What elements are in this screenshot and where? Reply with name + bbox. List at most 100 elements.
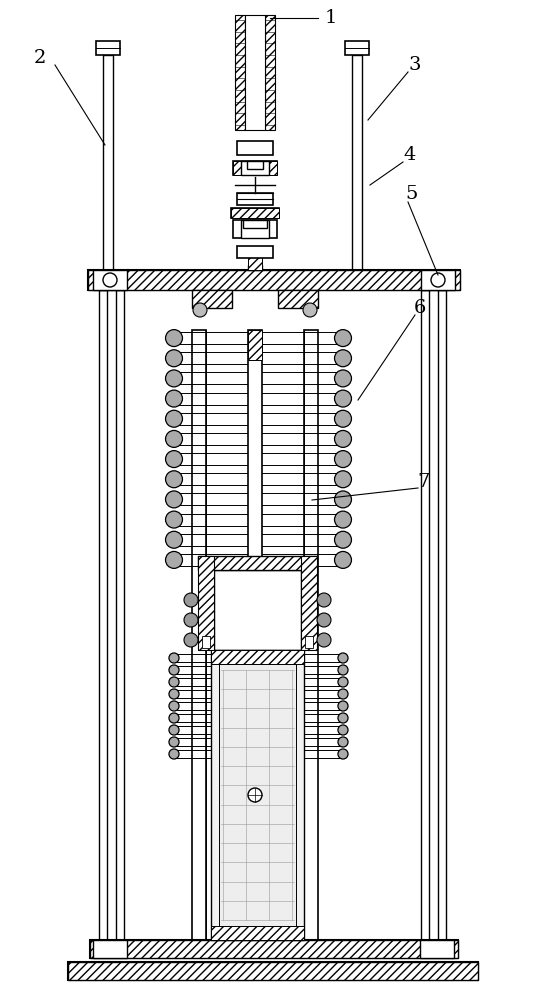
Bar: [214, 570, 301, 650]
Bar: [211, 926, 304, 940]
Bar: [231, 208, 279, 218]
Circle shape: [338, 725, 348, 735]
Bar: [68, 962, 478, 980]
Circle shape: [166, 551, 182, 568]
Bar: [198, 556, 317, 570]
Bar: [265, 15, 275, 130]
Circle shape: [166, 330, 182, 347]
Circle shape: [169, 713, 179, 723]
Bar: [237, 193, 273, 205]
Circle shape: [303, 303, 317, 317]
Bar: [237, 246, 273, 258]
Circle shape: [317, 633, 331, 647]
Bar: [93, 270, 127, 290]
Circle shape: [334, 430, 351, 447]
Circle shape: [338, 737, 348, 747]
Circle shape: [334, 390, 351, 407]
Circle shape: [338, 749, 348, 759]
Bar: [103, 55, 113, 270]
Circle shape: [338, 653, 348, 663]
Text: 2: 2: [34, 49, 46, 67]
Bar: [233, 220, 277, 238]
Circle shape: [166, 531, 182, 548]
Circle shape: [169, 677, 179, 687]
Text: 1: 1: [325, 9, 338, 27]
Bar: [211, 650, 304, 664]
Circle shape: [338, 677, 348, 687]
Circle shape: [166, 430, 182, 447]
Circle shape: [334, 471, 351, 488]
Circle shape: [169, 665, 179, 675]
Bar: [93, 940, 127, 958]
Circle shape: [334, 410, 351, 427]
Bar: [278, 290, 318, 308]
Circle shape: [166, 390, 182, 407]
Circle shape: [317, 613, 331, 627]
Circle shape: [184, 613, 198, 627]
Bar: [243, 220, 267, 228]
Bar: [421, 270, 455, 290]
Circle shape: [166, 491, 182, 508]
Circle shape: [166, 511, 182, 528]
Bar: [90, 940, 458, 958]
Circle shape: [334, 551, 351, 568]
Circle shape: [169, 653, 179, 663]
Circle shape: [338, 713, 348, 723]
Bar: [438, 290, 446, 940]
Bar: [219, 664, 296, 926]
Bar: [421, 290, 429, 940]
Bar: [88, 270, 460, 290]
Bar: [247, 161, 263, 169]
Circle shape: [169, 725, 179, 735]
Circle shape: [431, 273, 445, 287]
Bar: [211, 650, 304, 940]
Bar: [90, 940, 458, 958]
Circle shape: [169, 701, 179, 711]
Bar: [237, 141, 273, 155]
Circle shape: [334, 330, 351, 347]
Circle shape: [103, 273, 117, 287]
Bar: [192, 330, 206, 940]
Circle shape: [193, 303, 207, 317]
Circle shape: [166, 471, 182, 488]
Bar: [301, 556, 317, 650]
Circle shape: [184, 593, 198, 607]
Text: 3: 3: [409, 56, 421, 74]
Bar: [245, 15, 265, 130]
Circle shape: [166, 410, 182, 427]
Bar: [99, 290, 107, 940]
Circle shape: [338, 689, 348, 699]
Bar: [420, 940, 454, 958]
Text: 4: 4: [404, 146, 416, 164]
Circle shape: [334, 350, 351, 367]
Text: 6: 6: [414, 299, 426, 317]
Bar: [202, 636, 210, 648]
Bar: [88, 270, 460, 290]
Circle shape: [166, 350, 182, 367]
Circle shape: [248, 788, 262, 802]
Bar: [248, 265, 262, 270]
Bar: [231, 208, 279, 218]
Bar: [241, 161, 269, 175]
Bar: [304, 330, 318, 940]
Circle shape: [169, 689, 179, 699]
Circle shape: [334, 491, 351, 508]
Circle shape: [317, 593, 331, 607]
Bar: [233, 161, 277, 175]
Circle shape: [338, 665, 348, 675]
Text: 5: 5: [406, 185, 418, 203]
Circle shape: [338, 701, 348, 711]
Circle shape: [184, 633, 198, 647]
Bar: [233, 161, 277, 175]
Circle shape: [334, 531, 351, 548]
Bar: [345, 41, 369, 55]
Circle shape: [334, 451, 351, 468]
Bar: [241, 220, 269, 238]
Circle shape: [334, 370, 351, 387]
Circle shape: [166, 370, 182, 387]
Bar: [192, 290, 232, 308]
Bar: [235, 15, 245, 130]
Bar: [198, 556, 214, 650]
Bar: [248, 252, 262, 270]
Bar: [68, 962, 478, 980]
